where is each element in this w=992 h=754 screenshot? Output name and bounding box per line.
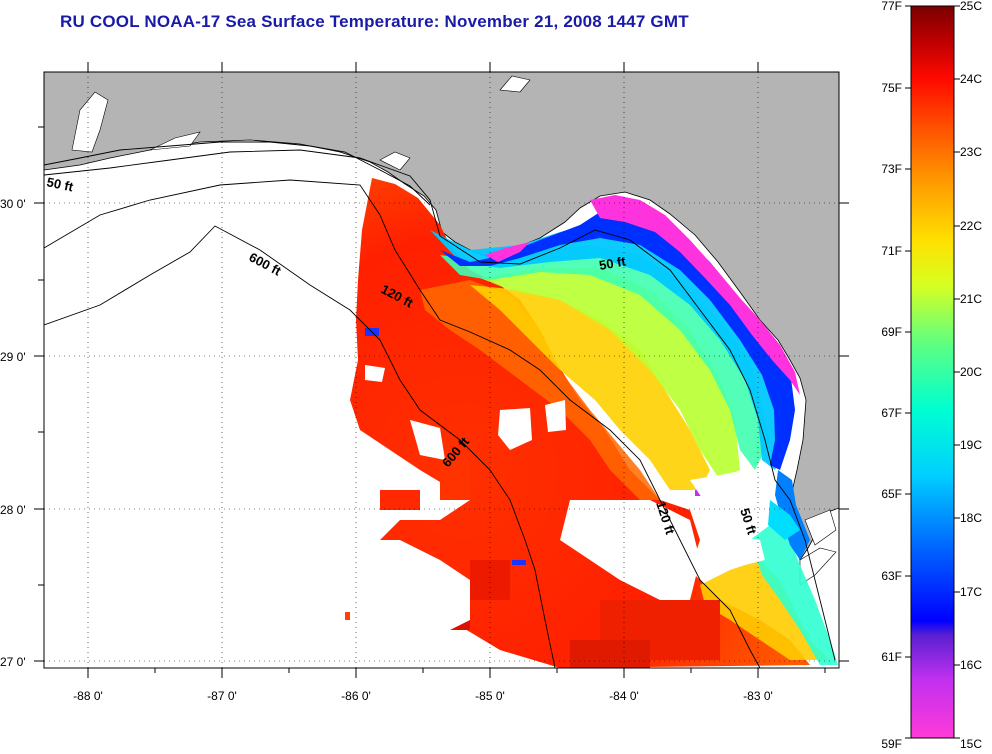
colorbar-c-label: 16C [960, 658, 982, 672]
contour-label-50ft-west: 50 ft [45, 174, 75, 194]
colorbar-f-label: 61F [881, 650, 902, 664]
sst-field [330, 178, 838, 668]
x-tick-label: -86 0' [341, 689, 371, 703]
contour-label-50ft-east: 50 ft [598, 253, 628, 273]
map-layers: 50 ft 600 ft 120 ft 50 ft 600 ft 120 ft … [44, 72, 839, 668]
colorbar-c-label: 22C [960, 219, 982, 233]
axis-ticks [34, 62, 849, 678]
colorbar-ticks [905, 5, 960, 739]
colorbar-c-label: 23C [960, 145, 982, 159]
x-tick-label: -87 0' [207, 689, 237, 703]
y-tick-label: 30 0' [0, 197, 26, 211]
map-title: RU COOL NOAA-17 Sea Surface Temperature:… [60, 12, 689, 31]
colorbar-c-label: 17C [960, 585, 982, 599]
x-tick-label: -85 0' [475, 689, 505, 703]
colorbar-f-label: 71F [881, 244, 902, 258]
y-tick-label: 27 0' [0, 655, 26, 669]
colorbar-f-label: 67F [881, 406, 902, 420]
colorbar-c-label: 21C [960, 292, 982, 306]
colorbar-f-label: 69F [881, 325, 902, 339]
colorbar-gradient [910, 5, 955, 739]
y-tick-label: 29 0' [0, 350, 26, 364]
colorbar-c-label: 20C [960, 365, 982, 379]
colorbar-f-label: 73F [881, 162, 902, 176]
y-tick-label: 28 0' [0, 503, 26, 517]
colorbar-f-label: 75F [881, 81, 902, 95]
colorbar-c-label: 24C [960, 72, 982, 86]
colorbar-c-label: 25C [960, 0, 982, 13]
x-tick-label: -83 0' [743, 689, 773, 703]
colorbar-c-label: 15C [960, 737, 982, 751]
colorbar: 77F 75F 73F 71F 69F 67F 65F 63F 61F 59F … [881, 0, 982, 751]
depth-contours [44, 141, 836, 668]
x-tick-label: -88 0' [73, 689, 103, 703]
colorbar-f-label: 59F [881, 737, 902, 751]
x-tick-label: -84 0' [609, 689, 639, 703]
colorbar-f-label: 63F [881, 569, 902, 583]
colorbar-f-label: 65F [881, 487, 902, 501]
colorbar-f-label: 77F [881, 0, 902, 13]
colorbar-c-label: 19C [960, 438, 982, 452]
colorbar-c-label: 18C [960, 511, 982, 525]
